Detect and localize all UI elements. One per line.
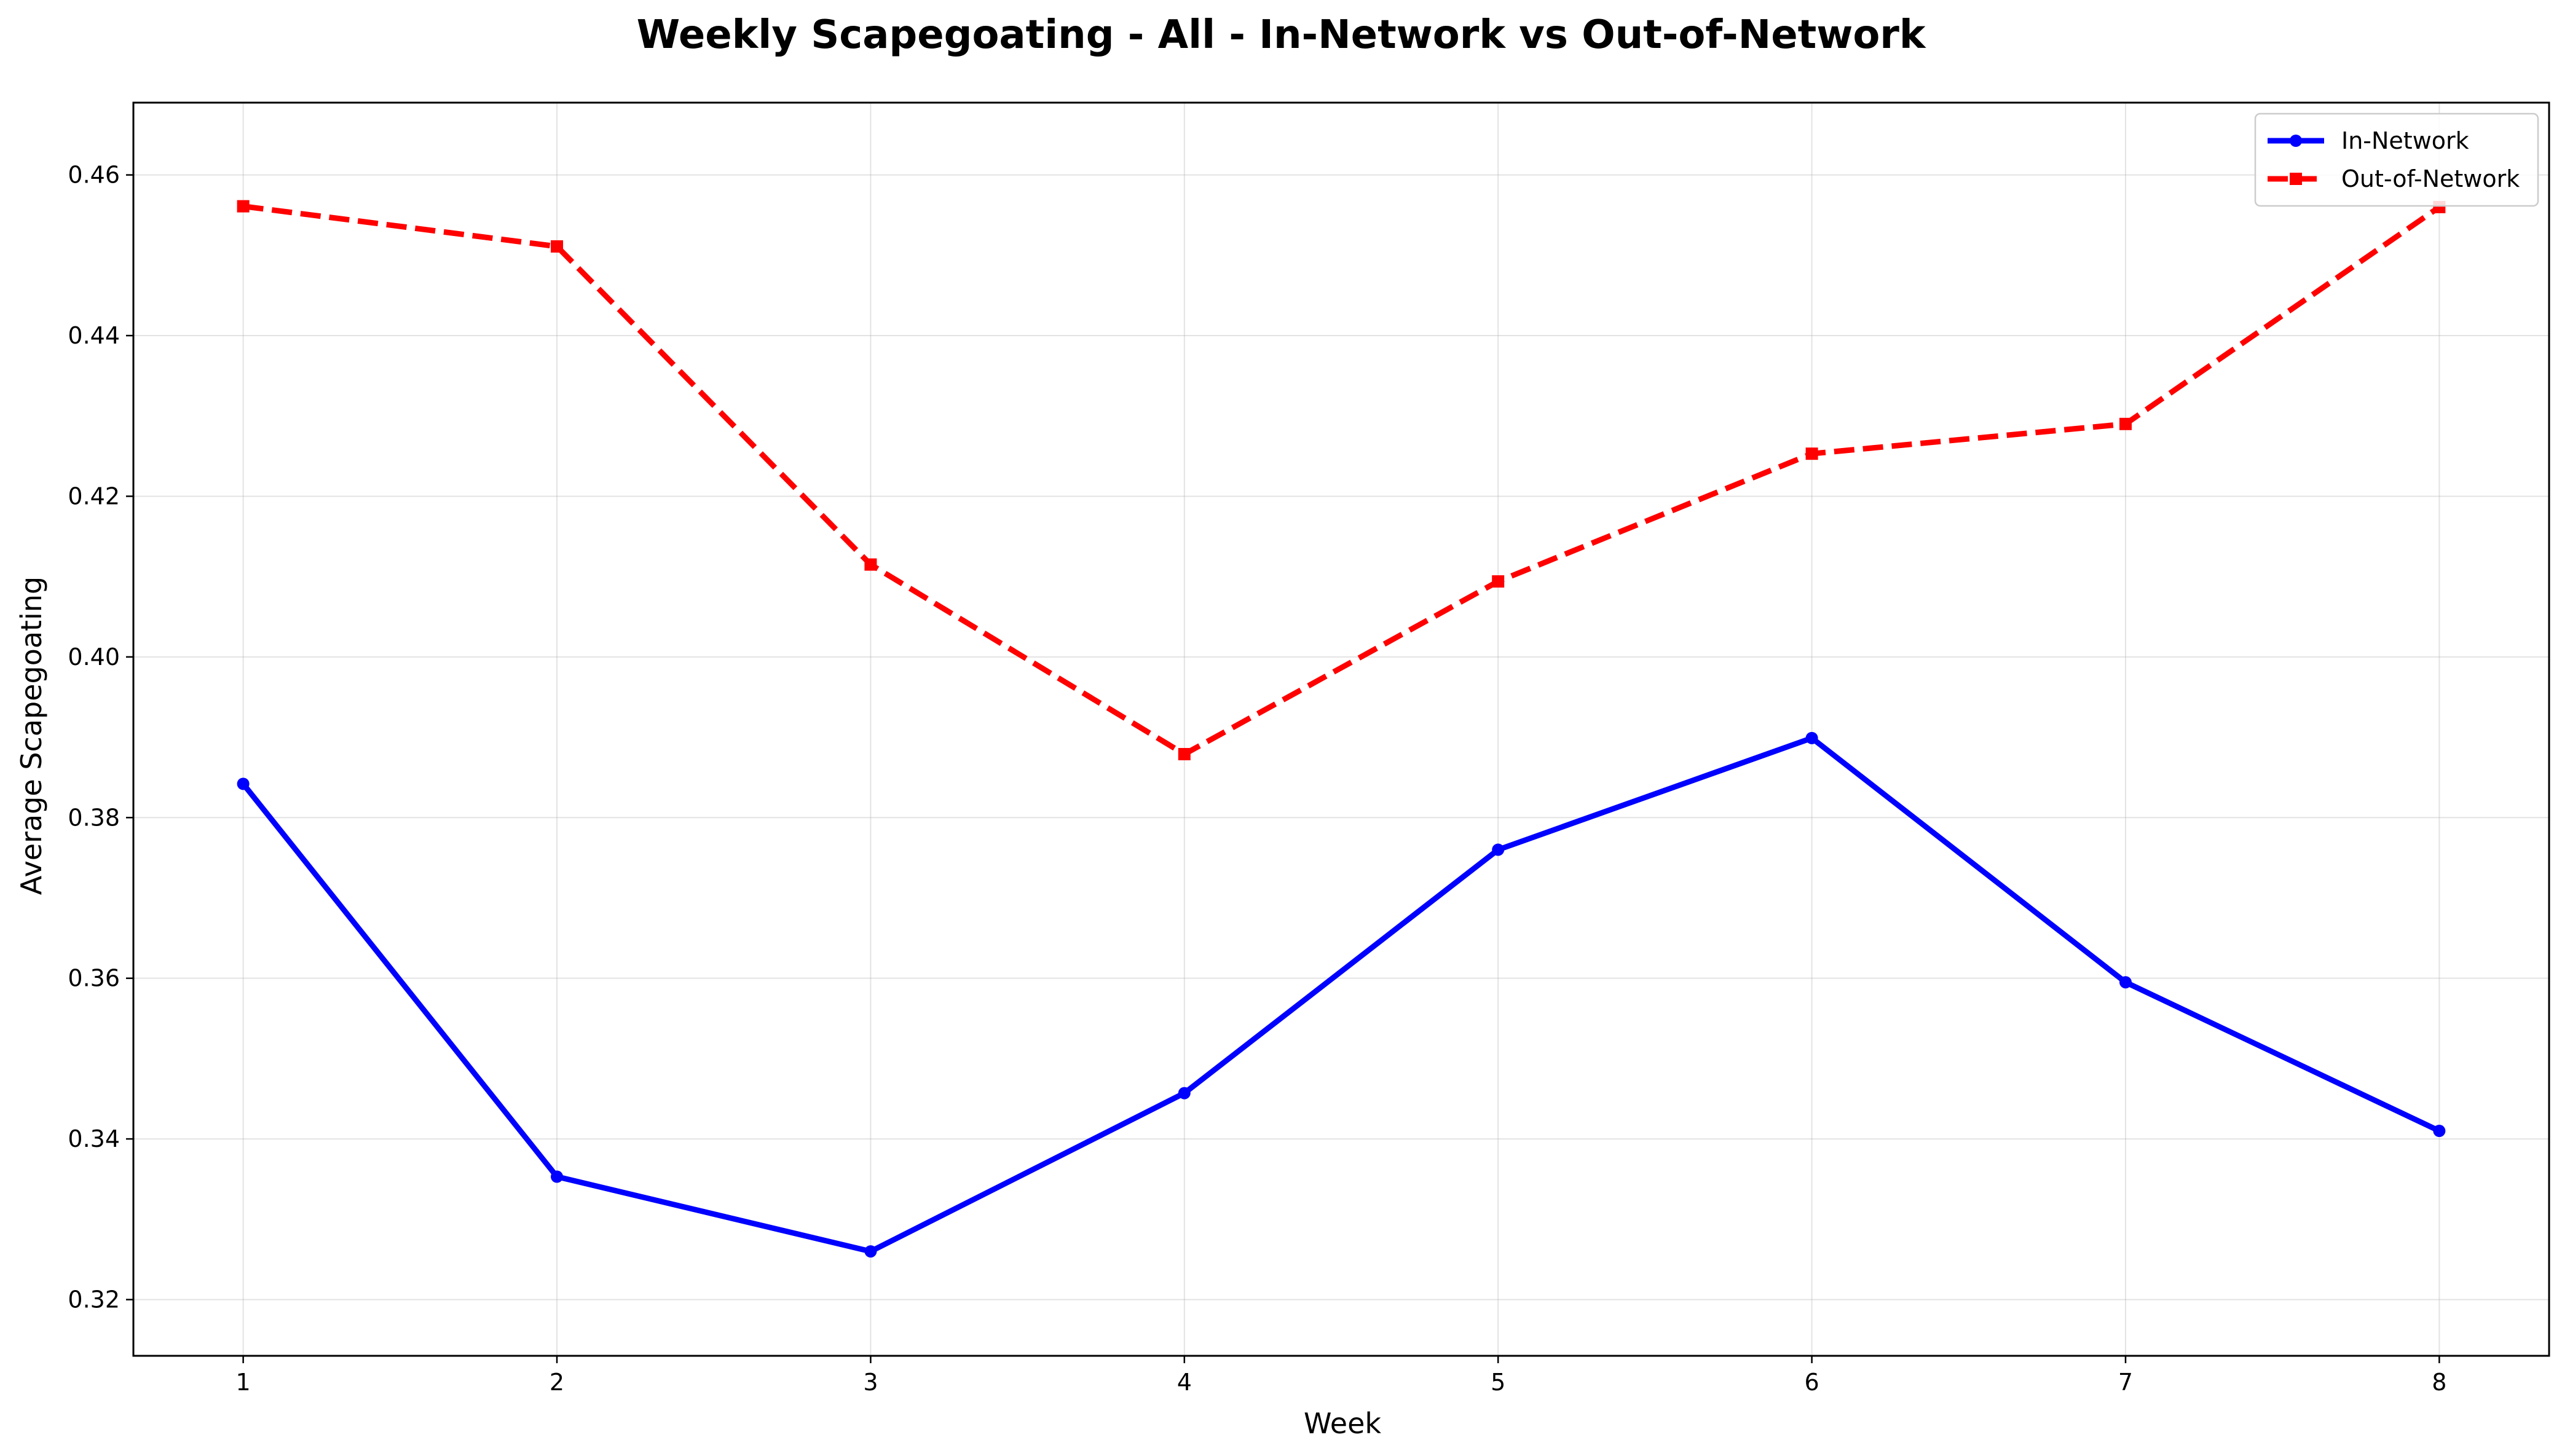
legend-item: Out-of-Network xyxy=(2268,165,2520,192)
grid-lines xyxy=(133,103,2549,1356)
data-point xyxy=(864,1245,877,1258)
legend-label: Out-of-Network xyxy=(2341,165,2520,192)
y-tick-label: 0.42 xyxy=(68,482,120,510)
data-point xyxy=(1178,1087,1191,1100)
data-point xyxy=(237,777,250,790)
legend-label: In-Network xyxy=(2341,127,2469,154)
series-layer xyxy=(237,200,2446,1258)
legend-marker xyxy=(2290,173,2302,185)
y-tick-label: 0.46 xyxy=(68,162,120,189)
axis-ticks: 1 2 3 4 5 6 7 8 0.32 0.34 0.36 0.38 0.40 0.42 0.44 0.46 xyxy=(68,162,2446,1396)
data-point xyxy=(551,240,564,253)
x-tick-label: 4 xyxy=(1177,1369,1192,1396)
x-tick-label: 1 xyxy=(236,1369,251,1396)
y-tick-label: 0.34 xyxy=(68,1125,120,1152)
plot-frame xyxy=(132,101,2550,1357)
x-tick-label: 7 xyxy=(2118,1369,2133,1396)
y-tick-label: 0.32 xyxy=(68,1286,120,1313)
data-point xyxy=(1805,731,1818,744)
series-line xyxy=(243,203,2441,757)
y-tick-label: 0.44 xyxy=(68,322,120,349)
series-line xyxy=(240,735,2442,1254)
legend-box xyxy=(2254,112,2539,207)
y-axis-label: Average Scapegoating xyxy=(15,576,48,895)
data-point xyxy=(1178,748,1191,761)
legend: In-Network Out-of-Network xyxy=(2254,112,2539,207)
x-tick-label: 8 xyxy=(2432,1369,2446,1396)
data-point xyxy=(2119,417,2132,430)
data-point xyxy=(1492,843,1505,856)
data-point xyxy=(237,200,250,213)
x-tick-label: 5 xyxy=(1491,1369,1505,1396)
x-tick-label: 3 xyxy=(863,1369,878,1396)
legend-item: In-Network xyxy=(2268,127,2469,154)
data-point xyxy=(864,558,877,571)
data-point xyxy=(1492,575,1505,588)
x-tick-label: 2 xyxy=(550,1369,564,1396)
y-tick-label: 0.36 xyxy=(68,965,120,992)
y-tick-label: 0.40 xyxy=(68,643,120,671)
data-point xyxy=(1805,447,1818,460)
data-point xyxy=(2433,1125,2446,1138)
data-point xyxy=(551,1170,564,1183)
series-in-network xyxy=(237,731,2446,1258)
x-axis-label: Week xyxy=(1304,1407,1381,1440)
data-point xyxy=(2119,976,2132,989)
legend-marker xyxy=(2290,135,2302,147)
chart-title: Weekly Scapegoating - All - In-Network v… xyxy=(637,12,1926,58)
y-tick-label: 0.38 xyxy=(68,804,120,831)
x-tick-label: 6 xyxy=(1804,1369,1819,1396)
series-out-of-network xyxy=(237,200,2446,761)
